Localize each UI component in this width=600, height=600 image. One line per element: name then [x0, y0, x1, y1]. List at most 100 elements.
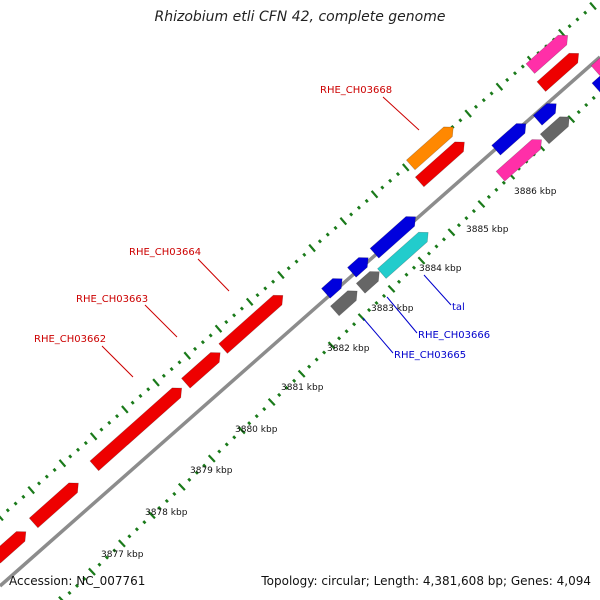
minor-tick: [494, 187, 499, 192]
scale-label: 3886 kbp: [514, 187, 557, 197]
minor-tick: [576, 110, 581, 115]
minor-tick: [471, 209, 476, 214]
minor-tick: [224, 319, 229, 325]
major-tick: [297, 369, 306, 378]
minor-tick: [456, 223, 461, 228]
minor-tick: [404, 272, 409, 277]
minor-tick: [567, 24, 572, 29]
major-tick: [121, 405, 129, 414]
minor-tick: [505, 77, 510, 83]
minor-tick: [164, 498, 169, 504]
minor-tick: [263, 286, 268, 291]
minor-tick: [520, 64, 525, 69]
major-tick: [558, 28, 566, 38]
minor-tick: [344, 329, 349, 334]
gene-arrow-red: [414, 141, 465, 188]
minor-tick: [333, 225, 338, 230]
major-tick: [27, 485, 35, 495]
major-tick: [267, 397, 276, 407]
minor-tick: [464, 216, 469, 221]
scale-label: 3879 kbp: [190, 466, 233, 476]
major-tick: [447, 228, 456, 237]
minor-tick: [395, 172, 400, 177]
gene-label-leader: [197, 258, 230, 292]
upper-tick-track: [0, 1, 597, 522]
minor-tick: [239, 306, 244, 311]
minor-tick: [325, 232, 330, 237]
major-tick: [327, 341, 336, 350]
scale-label: 3883 kbp: [371, 304, 414, 314]
minor-tick: [489, 91, 494, 96]
minor-tick: [107, 420, 112, 425]
major-tick: [245, 297, 254, 306]
major-tick: [147, 511, 156, 520]
gene-arrow-blue: [347, 257, 369, 278]
minor-tick: [193, 346, 198, 351]
major-tick: [237, 426, 246, 435]
minor-tick: [271, 279, 276, 284]
gene-arrow-blue: [532, 103, 557, 126]
gene-arrow-gray: [355, 271, 380, 294]
minor-tick: [157, 506, 162, 511]
major-tick: [387, 284, 396, 293]
gene-arrow-blue: [491, 123, 527, 156]
minor-tick: [302, 252, 307, 257]
gene-arrow-cyan: [377, 231, 429, 279]
minor-tick: [187, 477, 192, 482]
minor-tick: [138, 393, 143, 399]
minor-tick: [130, 400, 135, 405]
major-tick: [308, 243, 316, 253]
gene-label: RHE_CH03665: [394, 350, 466, 361]
minor-tick: [247, 421, 252, 426]
minor-tick: [411, 265, 417, 270]
gene-arrow-red: [536, 52, 580, 92]
gene-arrow-blue: [321, 278, 343, 299]
minor-tick: [481, 98, 486, 103]
minor-tick: [314, 357, 319, 362]
scale-label: 3881 kbp: [281, 383, 324, 393]
minor-tick: [217, 449, 222, 454]
major-tick: [177, 482, 186, 491]
minor-tick: [388, 178, 393, 183]
minor-tick: [254, 414, 259, 419]
gene-arrow-magenta: [590, 57, 600, 76]
gene-label-leader: [101, 345, 134, 378]
minor-tick: [501, 180, 506, 185]
minor-tick: [317, 239, 322, 244]
major-tick: [567, 115, 576, 124]
gene-label-leader: [362, 317, 394, 354]
gene-arrow-red: [218, 294, 284, 354]
minor-tick: [356, 205, 361, 210]
major-tick: [401, 163, 410, 172]
gene-label-leader: [382, 96, 420, 131]
minor-tick: [591, 95, 596, 100]
gene-arrow-red: [0, 531, 27, 564]
minor-tick: [169, 367, 174, 372]
minor-tick: [172, 491, 177, 496]
gene-arrow-red: [89, 387, 183, 472]
minor-tick: [67, 590, 72, 595]
gene-arrow-gray: [330, 290, 358, 317]
gene-arrow-blue: [591, 75, 600, 93]
gene-label: RHE_CH03668: [320, 85, 392, 96]
scale-label: 3882 kbp: [327, 344, 370, 354]
minor-tick: [142, 520, 147, 525]
minor-tick: [450, 124, 455, 130]
minor-tick: [13, 501, 18, 506]
major-tick: [152, 378, 160, 387]
map-title: Rhizobium etli CFN 42, complete genome: [154, 9, 446, 25]
minor-tick: [74, 583, 80, 588]
gene-label: RHE_CH03664: [129, 247, 201, 258]
minor-tick: [284, 385, 289, 390]
minor-tick: [177, 360, 182, 365]
major-tick: [183, 351, 192, 360]
minor-tick: [286, 266, 291, 271]
minor-tick: [426, 251, 432, 256]
gene-arrow-blue: [369, 216, 416, 259]
minor-tick: [458, 118, 463, 123]
minor-tick: [380, 185, 385, 190]
minor-tick: [44, 474, 49, 479]
major-tick: [118, 539, 126, 548]
gene-label-leader: [144, 304, 178, 338]
